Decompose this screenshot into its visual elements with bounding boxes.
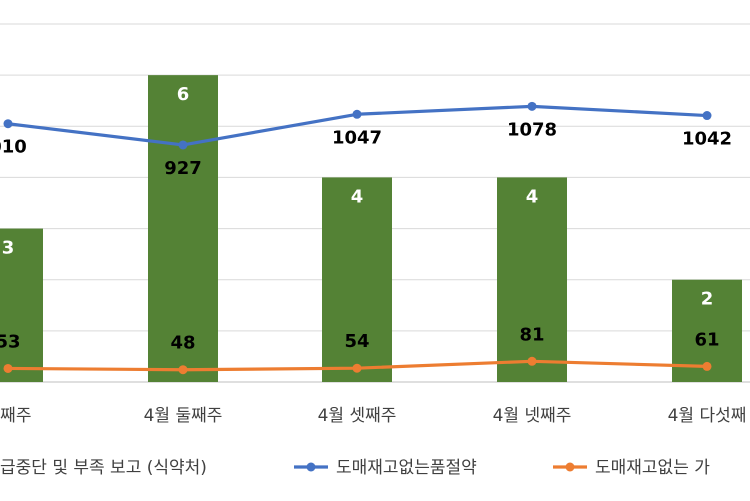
- bar-data-label: 6: [177, 84, 190, 105]
- x-tick-label: 4월 넷째주: [493, 406, 572, 426]
- line-data-label: 1078: [507, 119, 557, 140]
- bar: [0, 228, 43, 382]
- line-data-label: 1042: [682, 129, 732, 150]
- legend-marker: [306, 462, 316, 472]
- legend-label: 도매재고없는품절약: [336, 458, 477, 478]
- legend-marker: [565, 462, 575, 472]
- line-point: [352, 109, 362, 119]
- line-data-label: 927: [164, 158, 202, 179]
- legend: 급중단 및 부족 보고 (식약처) 도매재고없는품절약 도매재고없는 가: [0, 458, 710, 478]
- x-tick-label: 4월 셋째주: [318, 406, 397, 426]
- legend-label: 도매재고없는 가: [595, 458, 710, 478]
- line-point: [178, 365, 188, 375]
- bar: [497, 177, 567, 382]
- line-point: [527, 356, 537, 366]
- line-point: [527, 101, 537, 111]
- line-data-label: 53: [0, 331, 21, 352]
- line-point: [3, 119, 13, 129]
- bar-data-label: 4: [526, 186, 539, 207]
- legend-label: 급중단 및 부족 보고 (식약처): [0, 458, 207, 478]
- line-point: [702, 361, 712, 371]
- bar-data-label: 3: [2, 238, 15, 259]
- bar: [322, 177, 392, 382]
- x-tick-label: 4월 다섯째: [668, 406, 747, 426]
- line-point: [352, 363, 362, 373]
- line-data-label: 010: [0, 137, 27, 158]
- bar: [148, 75, 218, 383]
- line-data-label: 1047: [332, 127, 382, 148]
- x-axis-ticks: 셋째주 4월 둘째주 4월 셋째주 4월 넷째주 4월 다섯째: [0, 406, 746, 426]
- x-tick-label: 4월 둘째주: [144, 406, 223, 426]
- x-tick-label: 셋째주: [0, 406, 31, 426]
- data-labels: 3 6 4 4 2 010 927 1047 1078 1042 53 48 54 81 61: [0, 84, 732, 354]
- line-data-label: 81: [519, 324, 544, 345]
- line-point: [3, 363, 13, 373]
- bar-data-label: 4: [351, 186, 364, 207]
- bar-data-label: 2: [701, 289, 714, 310]
- line-data-label: 54: [344, 331, 369, 352]
- line-point: [702, 111, 712, 121]
- line-data-label: 48: [170, 333, 195, 354]
- line-data-label: 61: [694, 329, 719, 350]
- line-series: [3, 101, 712, 375]
- line-point: [178, 140, 188, 150]
